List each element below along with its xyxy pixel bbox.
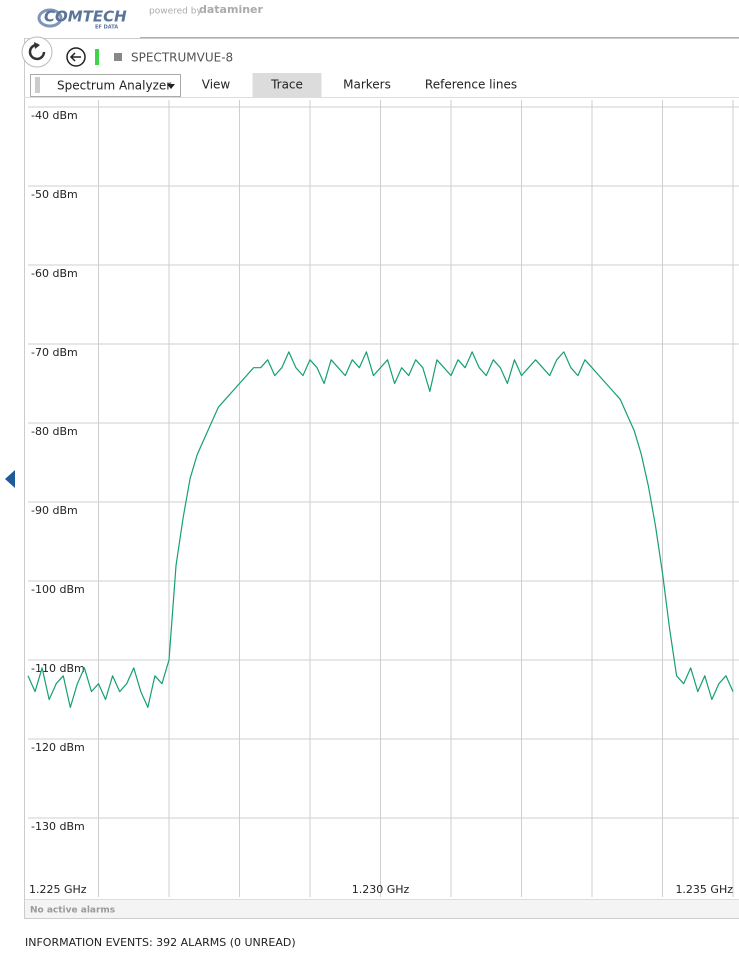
y-tick-label: -130 dBm [31,820,85,833]
dropdown-arrow [167,84,175,89]
alarm-status: No active alarms [30,906,115,916]
view-dropdown[interactable] [30,74,181,97]
back-icon [69,52,81,62]
refresh-icon [28,43,46,61]
refresh-button[interactable] [21,36,53,68]
tab[interactable]: View [202,78,231,92]
dropdown-swatch [35,77,40,93]
y-tick-label: -110 dBm [31,662,85,675]
x-tick-label: 1.235 GHz [675,883,733,896]
y-tick-label: -120 dBm [31,741,85,754]
spectrum-chart: -40 dBm -50 dBm -60 dBm -70 dBm -80 dBm -90 d… [27,100,739,897]
powered-by: powered by [149,7,202,17]
element-icon [114,53,122,61]
side-expander[interactable] [5,470,15,488]
logo-text: COMTECH [44,8,127,26]
logo-mark [37,8,63,28]
dropdown-text: Spectrum Analyzer [57,79,171,93]
y-tick-label: -60 dBm [31,267,78,280]
refresh-arrowhead [34,42,40,49]
tab[interactable]: Reference lines [425,78,517,92]
element-title: SPECTRUMVUE-8 [131,51,233,65]
y-tick-label: -70 dBm [31,346,78,359]
alarm-bar [25,899,739,918]
tab[interactable]: Trace [270,78,303,92]
tab-active-bg [252,73,322,97]
x-tick-label: 1.225 GHz [29,883,87,896]
y-tick-label: -90 dBm [31,504,78,517]
y-tick-label: -100 dBm [31,583,85,596]
y-tick-label: -40 dBm [31,109,78,122]
element-state [95,49,99,65]
x-tick-label: 1.230 GHz [352,883,410,896]
spectrum-trace [27,351,734,708]
tab[interactable]: Markers [343,78,391,92]
y-tick-label: -50 dBm [31,188,78,201]
panel [24,38,739,919]
footer-events: INFORMATION EVENTS: 392 ALARMS (0 UNREAD… [25,936,296,949]
logo-area [38,8,138,30]
brand: dataminer [199,3,264,16]
logo-subtext: EF DATA [95,25,118,31]
y-tick-label: -80 dBm [31,425,78,438]
